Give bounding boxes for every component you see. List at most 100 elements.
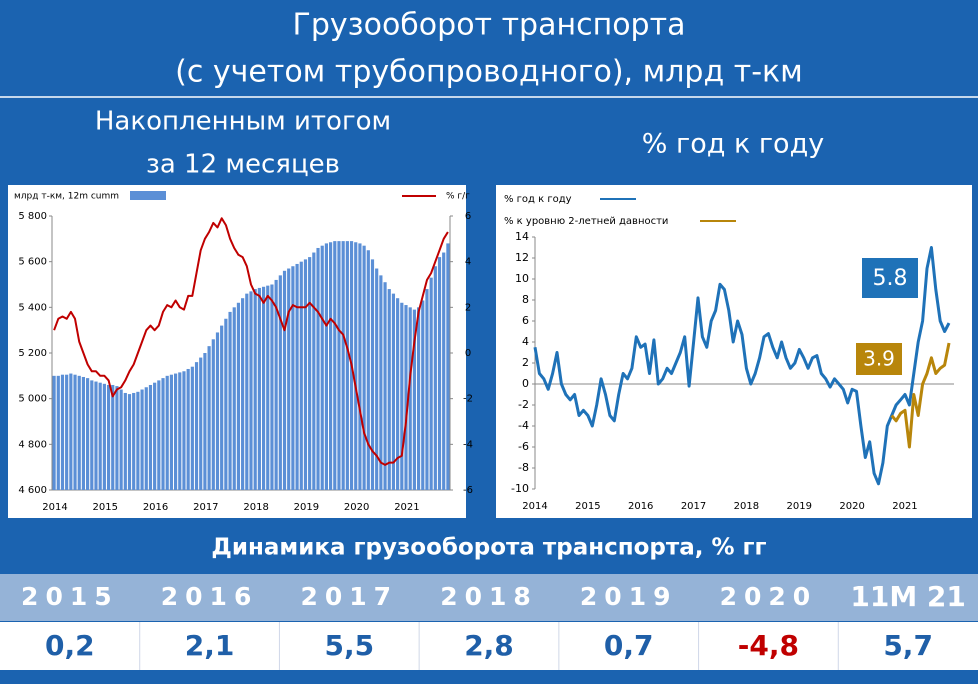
line-series (533, 246, 951, 486)
bar (157, 380, 161, 490)
y-tick-label: 5 800 (18, 211, 47, 222)
legend-label: млрд т-км, 12m cumm (14, 192, 119, 202)
bar (245, 293, 249, 490)
bar (127, 394, 132, 490)
bar (400, 302, 404, 490)
table-header: 2018 (440, 582, 538, 611)
y-tick-label: 5 400 (18, 302, 47, 313)
y-tick-label: 4 600 (18, 485, 47, 496)
bar (106, 384, 111, 490)
x-tick-label: 2018 (734, 501, 759, 512)
bar (412, 309, 416, 490)
y2-tick-label: 2 (465, 302, 471, 313)
bar (287, 268, 291, 490)
bar (358, 243, 362, 490)
x-tick-label: 2019 (294, 502, 319, 513)
line-series (53, 217, 449, 466)
bar (203, 353, 207, 490)
y-tick-label: 4 800 (18, 439, 47, 450)
legend-label: % г/г (446, 192, 470, 202)
bar (94, 381, 98, 490)
bar (337, 241, 341, 490)
bar (119, 389, 123, 490)
table-title: Динамика грузооборота транспорта, % гг (211, 535, 766, 561)
y2-tick-label: -2 (463, 394, 473, 405)
bar (291, 266, 295, 490)
panel-heading: Накопленным итогом (95, 107, 391, 137)
y-tick-label: 12 (515, 251, 529, 264)
bar (199, 357, 203, 490)
y-tick-label: -10 (511, 482, 529, 495)
bar (52, 375, 56, 490)
y-tick-label: 5 600 (18, 257, 47, 268)
bar (408, 307, 412, 490)
table-value: 0,2 (45, 629, 95, 662)
x-tick-label: 2014 (42, 502, 67, 513)
bar (329, 242, 333, 490)
bar (232, 307, 236, 490)
x-tick-label: 2016 (628, 501, 653, 512)
x-tick-label: 2015 (93, 502, 118, 513)
annotation-box (856, 343, 902, 375)
bar (132, 392, 136, 490)
bar (354, 242, 358, 490)
y2-tick-label: 0 (465, 348, 471, 359)
y-tick-label: 0 (522, 377, 529, 390)
table-header: 11M 21 (850, 580, 966, 613)
bar (186, 368, 190, 490)
y-tick-label: 14 (515, 230, 529, 243)
bar (178, 372, 182, 490)
table-header: 2020 (720, 582, 818, 611)
x-tick-label: 2017 (681, 501, 706, 512)
bar (56, 375, 60, 490)
table-header: 2016 (161, 582, 259, 611)
bar (60, 374, 65, 490)
bar (299, 261, 303, 490)
bar (169, 374, 173, 490)
bar (211, 339, 215, 490)
bar (69, 373, 73, 490)
bar (249, 291, 253, 490)
legend-label: % год к году (504, 194, 572, 205)
bar (446, 243, 450, 490)
y-tick-label: -8 (518, 461, 529, 474)
y-tick-label: 5 000 (18, 394, 47, 405)
bar (65, 374, 69, 490)
bar (333, 241, 337, 490)
bar (391, 293, 396, 490)
x-tick-label: 2015 (575, 501, 600, 512)
bar (303, 259, 308, 490)
bar (312, 252, 316, 490)
y2-tick-label: 6 (465, 211, 471, 222)
bar (77, 375, 81, 490)
y-tick-label: 5 200 (18, 348, 47, 359)
table-value: 2,8 (464, 629, 514, 662)
x-tick-label: 2021 (892, 501, 917, 512)
bar (115, 386, 119, 490)
bar (90, 380, 94, 490)
x-tick-label: 2016 (143, 502, 168, 513)
bar (81, 376, 86, 490)
bar (429, 277, 433, 490)
bar (261, 286, 266, 490)
table-header: 2015 (21, 582, 119, 611)
y-tick-label: 10 (515, 272, 529, 285)
bar (236, 302, 241, 490)
bar (383, 282, 387, 490)
bar (182, 371, 186, 490)
table-header: 2017 (300, 582, 398, 611)
legend-label: % к уровню 2-летней давности (504, 216, 668, 227)
bar (153, 382, 157, 490)
bar (86, 378, 90, 490)
x-tick-label: 2019 (787, 501, 812, 512)
y-tick-label: 2 (522, 356, 529, 369)
bar (173, 373, 178, 490)
bar (396, 298, 400, 490)
bar (270, 284, 274, 490)
bar (324, 243, 329, 490)
bar (320, 245, 324, 490)
bar (257, 287, 261, 490)
bar (316, 247, 320, 490)
bar (375, 268, 379, 490)
